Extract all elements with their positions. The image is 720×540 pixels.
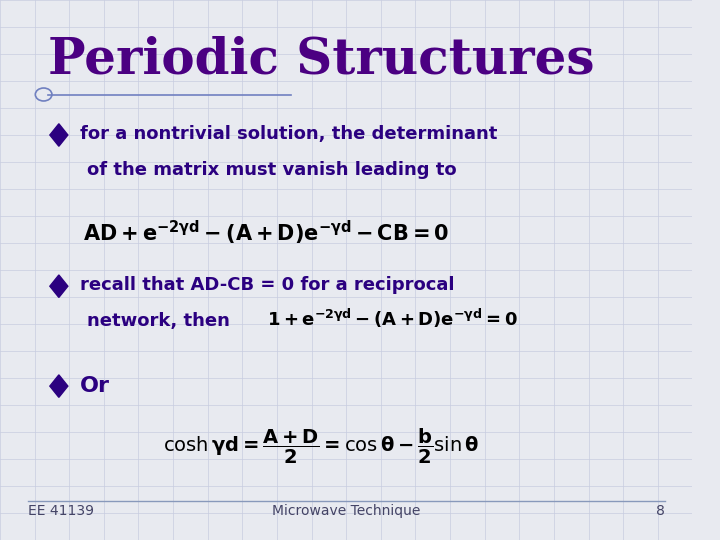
Text: EE 41139: EE 41139 <box>27 504 94 518</box>
Text: Periodic Structures: Periodic Structures <box>48 35 595 84</box>
Polygon shape <box>50 375 68 397</box>
Polygon shape <box>50 275 68 298</box>
Text: Or: Or <box>80 376 109 396</box>
Text: of the matrix must vanish leading to: of the matrix must vanish leading to <box>86 161 456 179</box>
Text: $\mathbf{\cosh\gamma d = \dfrac{A+D}{2} = \cos\theta - \dfrac{b}{2}\sin\theta}$: $\mathbf{\cosh\gamma d = \dfrac{A+D}{2} … <box>163 427 480 465</box>
Text: recall that AD-CB = 0 for a reciprocal: recall that AD-CB = 0 for a reciprocal <box>80 276 454 294</box>
Text: Microwave Technique: Microwave Technique <box>272 504 420 518</box>
Text: network, then: network, then <box>86 312 230 330</box>
Text: 8: 8 <box>656 504 665 518</box>
Polygon shape <box>50 124 68 146</box>
Text: for a nontrivial solution, the determinant: for a nontrivial solution, the determina… <box>80 125 497 143</box>
Text: $\mathbf{AD + e^{-2\gamma d} - (A+D)e^{-\gamma d} - CB = 0}$: $\mathbf{AD + e^{-2\gamma d} - (A+D)e^{-… <box>83 219 449 247</box>
Text: $\mathbf{1 + e^{-2\gamma d} - (A+D)e^{-\gamma d} = 0}$: $\mathbf{1 + e^{-2\gamma d} - (A+D)e^{-\… <box>266 307 517 330</box>
